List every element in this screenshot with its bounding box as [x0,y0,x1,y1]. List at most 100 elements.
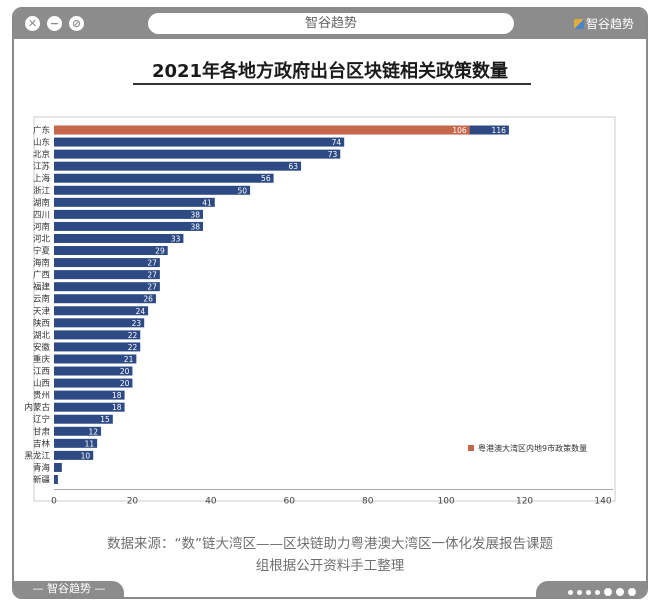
bar-value-label: 38 [190,222,200,231]
x-tick-label: 20 [127,497,139,507]
source-note-line2: 组根据公开资料手工整理 [255,558,405,574]
bar-value-label: 15 [100,415,110,424]
bar-value-label: 50 [238,186,248,195]
page-dot[interactable] [568,590,573,595]
category-label: 黑龙江 [24,450,50,461]
bar-value-label: 2 [63,463,68,472]
chart-title: 2021年各地方政府出台区块链相关政策数量 [151,61,509,82]
category-label: 福建 [33,282,51,293]
category-label: 云南 [33,294,50,305]
category-label: 贵州 [33,390,50,401]
highlight-bar [54,125,470,135]
category-label: 山东 [33,137,50,148]
bar-value-label: 33 [171,234,181,243]
bar [54,185,251,195]
bar [54,246,168,256]
bar-value-label: 22 [128,343,138,352]
bar-value-label: 26 [143,295,153,304]
bar [54,366,133,376]
bar-value-label: 1 [59,475,64,484]
bar [54,233,184,243]
bar [54,137,345,147]
category-label: 海南 [33,258,50,269]
category-label: 内蒙古 [24,402,50,413]
page-dot[interactable] [628,588,636,596]
bar [54,414,113,424]
bar-value-label: 18 [112,403,122,412]
x-tick-label: 80 [362,497,374,507]
category-label: 湖南 [33,197,50,208]
x-tick-label: 100 [438,497,455,507]
category-label: 江苏 [33,161,51,172]
bar-value-label: 20 [120,379,130,388]
page-dot[interactable] [595,590,600,595]
highlight-value-label: 106 [452,126,467,135]
bar-value-label: 10 [81,451,91,460]
category-label: 广东 [33,125,50,136]
brand-logo-bottom: — 智谷趋势 — [14,581,124,597]
bar [54,474,58,484]
close-icon[interactable]: ✕ [25,16,40,31]
bar [54,318,145,328]
bar [54,342,141,352]
x-tick-label: 140 [594,497,611,507]
category-label: 天津 [33,306,51,317]
legend-swatch [468,445,474,451]
category-label: 甘肃 [33,426,51,437]
page-dot[interactable] [586,590,591,595]
bar-value-label: 27 [147,283,157,292]
bar [54,294,156,304]
minimize-icon[interactable]: − [47,16,62,31]
bar [54,282,160,292]
bar-value-label: 21 [124,355,134,364]
page-dot[interactable] [616,588,624,596]
category-label: 新疆 [33,474,51,485]
bar [54,354,137,364]
category-label: 辽宁 [33,414,50,425]
window-bottom-bar: — 智谷趋势 — [14,581,646,597]
category-label: 四川 [33,210,50,220]
category-label: 河南 [33,221,50,232]
bar [54,390,125,400]
bar-value-label: 22 [128,331,138,340]
bar-value-label: 27 [147,259,157,268]
window-title-bar: ✕ − ⊘ 智谷趋势 智谷趋势 [14,9,646,39]
bar [54,149,341,159]
category-label: 广西 [33,270,50,281]
bar [54,378,133,388]
bar-value-label: 73 [328,150,338,159]
x-tick-label: 0 [51,497,57,507]
bar [54,306,149,316]
bar-value-label: 20 [120,367,130,376]
bar-value-label: 63 [289,162,299,171]
bar-value-label: 12 [89,427,99,436]
page-indicator-dots [536,581,646,597]
category-label: 北京 [33,149,50,160]
page-dot[interactable] [604,588,612,596]
address-bar[interactable]: 智谷趋势 [148,13,514,34]
bar [54,221,204,231]
category-label: 青海 [33,462,51,473]
bar-value-label: 29 [155,247,165,256]
bar-value-label: 24 [136,307,146,316]
bar-value-label: 116 [492,126,507,135]
bar-value-label: 11 [85,439,95,448]
category-label: 吉林 [33,438,51,449]
category-label: 陕西 [33,318,50,329]
x-tick-label: 120 [516,497,533,507]
category-label: 江西 [33,367,50,377]
brand-logo-icon [573,19,584,29]
x-tick-label: 60 [284,497,296,507]
bar-value-label: 27 [147,271,157,280]
bar-value-label: 23 [132,319,142,328]
browser-window: ✕ − ⊘ 智谷趋势 智谷趋势 2021年各地方政府出台区块链相关政策数量 广东… [12,7,648,599]
page-dot[interactable] [577,590,582,595]
category-label: 宁夏 [33,246,51,257]
maximize-icon[interactable]: ⊘ [69,16,84,31]
bar [54,402,125,412]
bar-value-label: 38 [190,210,200,219]
bar [54,161,302,171]
source-note-line1: 数据来源：“数”链大湾区——区块链助力粤港澳大湾区一体化发展报告课题 [107,536,553,552]
category-label: 浙江 [33,185,51,196]
brand-logo-top: 智谷趋势 [573,15,634,33]
